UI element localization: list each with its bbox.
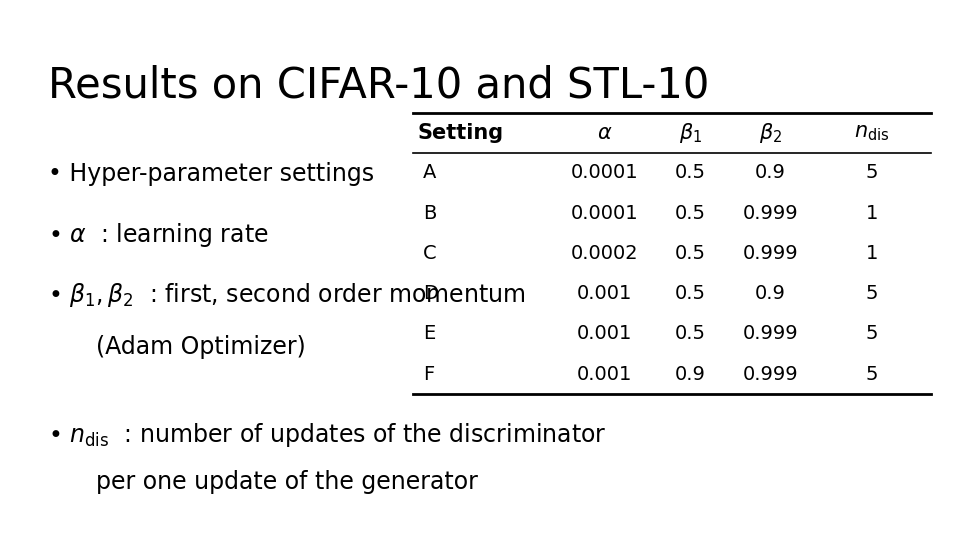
Text: 0.5: 0.5 — [675, 204, 706, 222]
Text: 0.5: 0.5 — [675, 244, 706, 263]
Text: C: C — [423, 244, 437, 263]
Text: 0.999: 0.999 — [743, 244, 799, 263]
Text: 0.9: 0.9 — [756, 163, 786, 183]
Text: 0.0001: 0.0001 — [571, 204, 638, 222]
Text: D: D — [423, 284, 438, 303]
Text: 5: 5 — [865, 163, 877, 183]
Text: F: F — [423, 364, 435, 383]
Text: 0.001: 0.001 — [577, 325, 633, 343]
Text: 0.001: 0.001 — [577, 284, 633, 303]
Text: Setting: Setting — [418, 123, 504, 143]
Text: 0.5: 0.5 — [675, 163, 706, 183]
Text: 5: 5 — [865, 284, 877, 303]
Text: 5: 5 — [865, 325, 877, 343]
Text: (Adam Optimizer): (Adam Optimizer) — [96, 335, 305, 359]
Text: 0.0001: 0.0001 — [571, 163, 638, 183]
Text: A: A — [423, 163, 437, 183]
Text: 0.9: 0.9 — [675, 364, 706, 383]
Text: per one update of the generator: per one update of the generator — [96, 470, 478, 494]
Text: 0.5: 0.5 — [675, 325, 706, 343]
Text: 0.999: 0.999 — [743, 364, 799, 383]
Text: 0.999: 0.999 — [743, 204, 799, 222]
Text: B: B — [423, 204, 437, 222]
Text: 1: 1 — [865, 244, 877, 263]
Text: • $\alpha$  : learning rate: • $\alpha$ : learning rate — [48, 221, 269, 249]
Text: $\beta_2$: $\beta_2$ — [759, 121, 782, 145]
Text: • $n_\mathrm{dis}$  : number of updates of the discriminator: • $n_\mathrm{dis}$ : number of updates o… — [48, 421, 607, 449]
Text: 0.5: 0.5 — [675, 284, 706, 303]
Text: 0.0002: 0.0002 — [571, 244, 638, 263]
Text: $n_\mathrm{dis}$: $n_\mathrm{dis}$ — [853, 123, 889, 143]
Text: 0.999: 0.999 — [743, 325, 799, 343]
Text: 5: 5 — [865, 364, 877, 383]
Text: $\alpha$: $\alpha$ — [597, 123, 612, 143]
Text: E: E — [423, 325, 436, 343]
Text: Results on CIFAR-10 and STL-10: Results on CIFAR-10 and STL-10 — [48, 65, 709, 107]
Text: 0.001: 0.001 — [577, 364, 633, 383]
Text: • $\beta_1, \beta_2$  : first, second order momentum: • $\beta_1, \beta_2$ : first, second ord… — [48, 281, 526, 309]
Text: $\beta_1$: $\beta_1$ — [679, 121, 702, 145]
Text: • Hyper-parameter settings: • Hyper-parameter settings — [48, 162, 374, 186]
Text: 1: 1 — [865, 204, 877, 222]
Text: 0.9: 0.9 — [756, 284, 786, 303]
